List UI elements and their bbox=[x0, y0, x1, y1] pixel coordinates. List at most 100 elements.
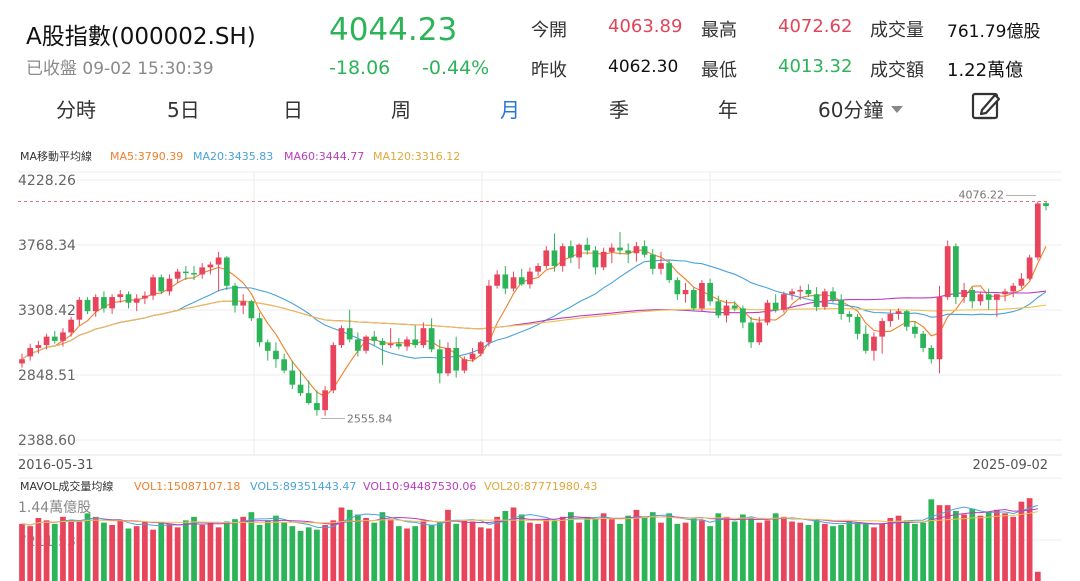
tab-60min-dropdown[interactable]: 60分鐘 bbox=[818, 94, 904, 123]
ma5-legend: MA5:3790.39 bbox=[110, 150, 183, 163]
candle-body bbox=[76, 299, 83, 320]
candle-body bbox=[158, 277, 165, 292]
volume-bar bbox=[182, 520, 189, 581]
candle-body bbox=[445, 347, 451, 374]
volume-bar bbox=[592, 519, 599, 581]
volume-bar bbox=[543, 519, 550, 581]
tab-intraday[interactable]: 分時 bbox=[56, 98, 96, 122]
volume-bar bbox=[379, 512, 386, 581]
candle-body bbox=[207, 264, 214, 268]
volume-bar bbox=[346, 509, 353, 581]
candle-body bbox=[666, 263, 673, 281]
volume-bar bbox=[412, 526, 419, 581]
volume-bar bbox=[395, 526, 402, 581]
volume-bar bbox=[371, 522, 378, 581]
candle-body bbox=[330, 345, 337, 391]
volume-bar bbox=[51, 523, 58, 581]
market-status: 已收盤 09-02 15:30:39 bbox=[26, 59, 214, 79]
tab-quarter[interactable]: 季 bbox=[609, 98, 629, 122]
volume-bar bbox=[150, 529, 156, 581]
vol10-legend: VOL10:94487530.06 bbox=[363, 480, 476, 493]
candle-body bbox=[428, 328, 435, 350]
candle-body bbox=[1010, 285, 1017, 292]
candle-body bbox=[780, 294, 787, 310]
volume-bar bbox=[756, 522, 763, 581]
candle-body bbox=[887, 314, 894, 322]
candle-body bbox=[527, 271, 533, 285]
volume-bar bbox=[830, 526, 836, 581]
volume-bar bbox=[625, 515, 632, 581]
volume-bar bbox=[1026, 498, 1033, 581]
volume-bar bbox=[1018, 501, 1025, 581]
volume-bar bbox=[936, 505, 943, 581]
volume-bar bbox=[109, 525, 115, 581]
volume-bar bbox=[666, 513, 673, 581]
volume-bar bbox=[1010, 516, 1017, 581]
candle-body bbox=[43, 336, 50, 346]
drawing-tool-button[interactable] bbox=[968, 88, 1004, 124]
vol-ma20-line bbox=[21, 511, 1038, 526]
candle-body bbox=[469, 353, 476, 360]
tab-month[interactable]: 月 bbox=[500, 98, 520, 122]
ma-legend-title: MA移動平均線 bbox=[20, 149, 92, 163]
volume-bar bbox=[232, 519, 238, 581]
volume-bar bbox=[969, 508, 976, 581]
candle-body bbox=[690, 289, 697, 309]
candle-body bbox=[510, 277, 517, 289]
tab-year[interactable]: 年 bbox=[718, 98, 738, 122]
volume-bar bbox=[576, 522, 582, 581]
candle-body bbox=[289, 370, 296, 385]
candle-body bbox=[993, 294, 1000, 300]
volume-bar bbox=[428, 525, 435, 581]
volume-bar bbox=[502, 511, 509, 581]
ma20-line bbox=[21, 259, 1047, 360]
volume-bar bbox=[912, 523, 918, 581]
candle-body bbox=[584, 244, 591, 251]
candle-body bbox=[600, 251, 607, 268]
candle-body bbox=[248, 301, 255, 319]
candle-body bbox=[879, 321, 886, 337]
volume-bar bbox=[715, 513, 722, 581]
candle-body bbox=[658, 263, 664, 269]
volume-bar bbox=[240, 516, 247, 581]
candle-body bbox=[740, 308, 746, 323]
index-title: A股指數(000002.SH) bbox=[26, 24, 256, 50]
volume-bar bbox=[567, 512, 574, 581]
low-value: 4013.32 bbox=[778, 56, 853, 77]
price-change-percent: -0.44% bbox=[422, 57, 490, 79]
candle-body bbox=[133, 298, 140, 303]
volume-bar bbox=[281, 522, 288, 581]
ma60-line bbox=[21, 290, 1047, 360]
volume-bar bbox=[117, 520, 124, 581]
candle-body bbox=[199, 267, 206, 275]
volume-bar bbox=[338, 507, 345, 581]
volume-bar bbox=[453, 523, 460, 581]
candle-body bbox=[355, 339, 361, 351]
candle-body bbox=[903, 311, 910, 327]
volume-bar bbox=[944, 505, 951, 581]
candle-body bbox=[969, 289, 976, 302]
candle-body bbox=[395, 343, 402, 347]
candle-body bbox=[84, 299, 91, 312]
volume-bar bbox=[797, 522, 804, 581]
ma120-legend: MA120:3316.12 bbox=[373, 150, 460, 163]
last-price: 4044.23 bbox=[329, 12, 458, 48]
candle-body bbox=[895, 311, 902, 315]
candle-body bbox=[789, 291, 795, 295]
tab-5day[interactable]: 5日 bbox=[167, 98, 200, 122]
price-tick-label: 3768.34 bbox=[18, 238, 76, 254]
volume-bar bbox=[248, 512, 255, 581]
candle-body bbox=[412, 339, 419, 346]
candle-body bbox=[551, 250, 558, 266]
candle-body bbox=[166, 278, 173, 292]
tab-week[interactable]: 周 bbox=[391, 98, 411, 122]
volume-bar bbox=[305, 527, 312, 581]
vol-legend-title: MAVOL成交量均線 bbox=[20, 479, 113, 493]
volume-bar bbox=[731, 521, 738, 581]
candle-body bbox=[805, 289, 812, 295]
candle-body bbox=[608, 247, 615, 252]
tab-day[interactable]: 日 bbox=[283, 98, 303, 122]
volume-bar bbox=[199, 525, 206, 581]
volume-bar bbox=[821, 523, 828, 581]
